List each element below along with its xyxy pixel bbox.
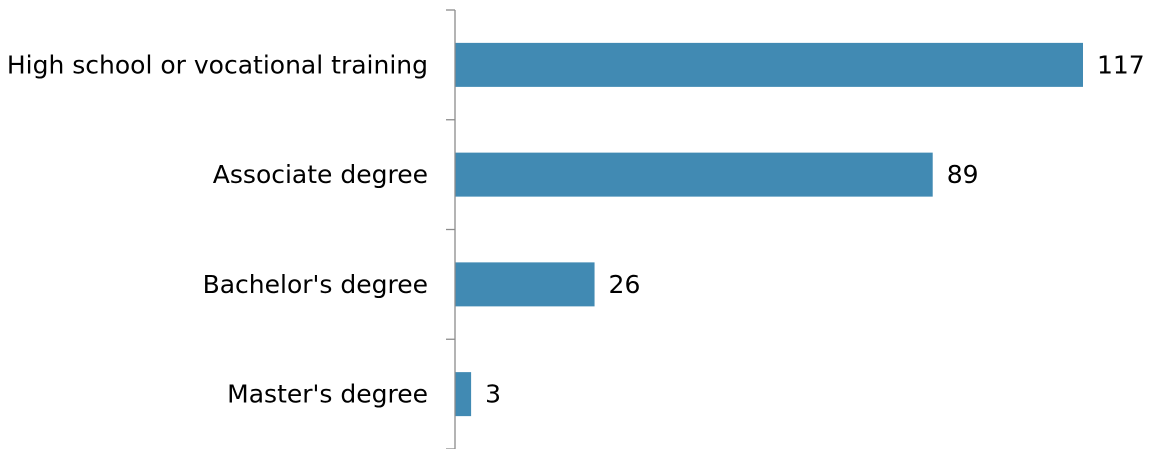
bar — [455, 372, 472, 417]
data-label: 117 — [1097, 50, 1145, 79]
bars-layer — [455, 42, 1083, 417]
bar — [455, 42, 1083, 87]
category-label: Associate degree — [213, 160, 428, 189]
bar — [455, 152, 933, 197]
data-label: 26 — [609, 270, 641, 299]
category-axis — [446, 9, 456, 449]
labels-layer: High school or vocational training 117 Ass… — [7, 50, 1145, 408]
category-label: Master's degree — [227, 380, 428, 409]
category-label: Bachelor's degree — [203, 270, 428, 299]
bar — [455, 262, 595, 307]
data-label: 3 — [485, 380, 501, 409]
data-label: 89 — [947, 160, 979, 189]
category-label: High school or vocational training — [7, 50, 428, 79]
